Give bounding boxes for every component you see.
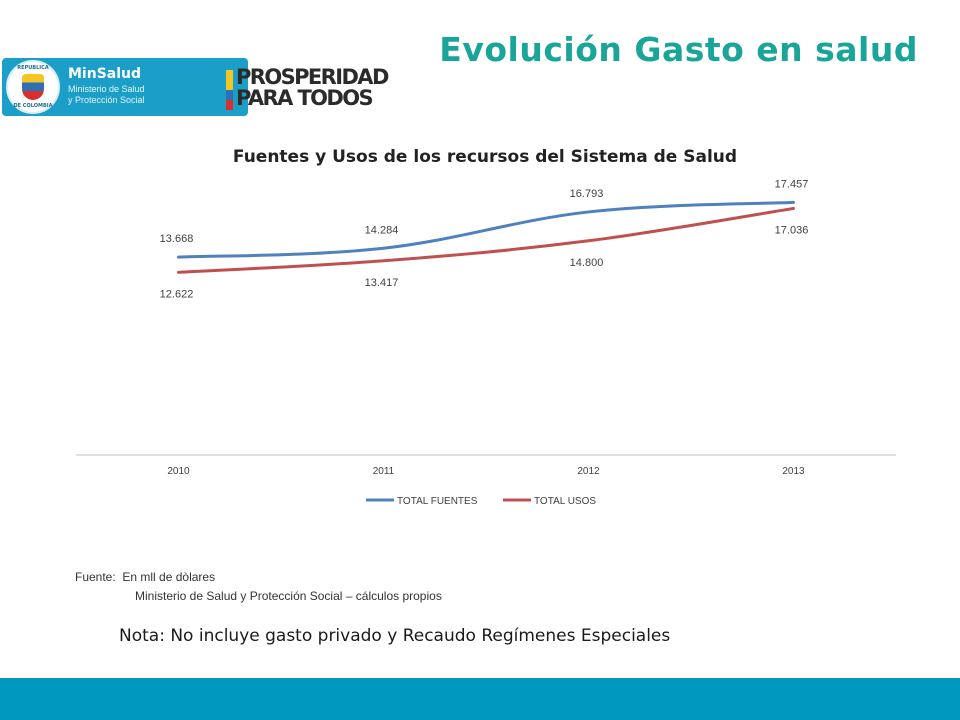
prosperidad-logo-line-2: PARA TODOS — [236, 86, 374, 110]
data-label: 16.793 — [570, 188, 604, 200]
chart-title: Fuentes y Usos de los recursos del Siste… — [233, 147, 737, 167]
data-label: 13.417 — [365, 277, 399, 289]
x-tick-label: 2010 — [167, 466, 190, 477]
page-title: Evolución Gasto en salud — [439, 30, 918, 69]
data-label: 14.800 — [570, 257, 604, 269]
minsalud-subtitle-2: y Protección Social — [68, 95, 145, 105]
minsalud-subtitle-1: Ministerio de Salud — [68, 84, 145, 94]
shield-icon — [22, 74, 44, 100]
header-logos: REPUBLICA DE COLOMBIA MinSalud Ministeri… — [2, 58, 402, 118]
footer-bar — [0, 678, 960, 720]
minsalud-logo: REPUBLICA DE COLOMBIA MinSalud Ministeri… — [2, 58, 248, 116]
source-label: Fuente: — [75, 570, 116, 584]
series-line-total-fuentes — [177, 200, 795, 259]
data-label: 14.284 — [365, 224, 399, 236]
x-tick-label: 2013 — [782, 466, 805, 477]
legend-label: TOTAL USOS — [534, 496, 596, 507]
source-line-2: Ministerio de Salud y Protección Social … — [135, 589, 442, 603]
data-label: 17.457 — [775, 178, 809, 190]
x-tick-label: 2012 — [577, 466, 600, 477]
prosperidad-logo-line-1: PROSPERIDAD — [236, 65, 389, 89]
coat-of-arms-seal-icon: REPUBLICA DE COLOMBIA — [6, 60, 60, 114]
data-label: 12.622 — [160, 288, 194, 300]
seal-bottom-text: DE COLOMBIA — [13, 103, 53, 109]
series-line-total-usos — [177, 206, 795, 274]
colombia-flag-icon — [226, 70, 233, 110]
minsalud-name: MinSalud — [68, 66, 142, 82]
source-note: Fuente: En mll de dòlares Ministerio de … — [75, 568, 442, 606]
data-label: 13.668 — [160, 233, 194, 245]
x-tick-label: 2011 — [373, 466, 395, 477]
legend-label: TOTAL FUENTES — [397, 496, 478, 507]
note-text: Nota: No incluye gasto privado y Recaudo… — [119, 626, 671, 646]
source-units: En mll de dòlares — [122, 570, 216, 584]
data-label: 17.036 — [775, 224, 809, 236]
seal-top-text: REPUBLICA — [17, 65, 49, 71]
